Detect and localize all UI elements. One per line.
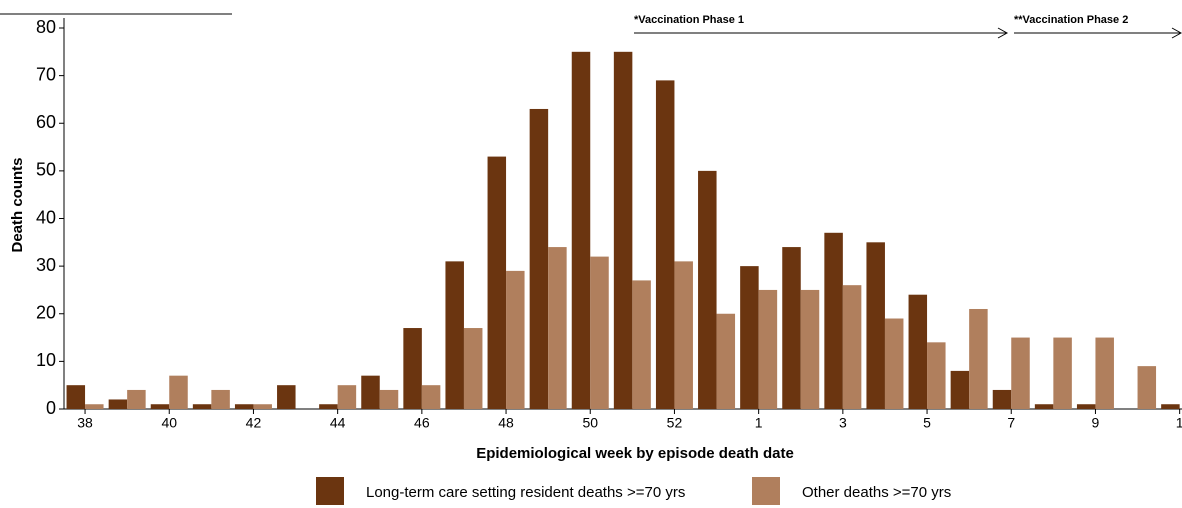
bar <box>403 328 422 409</box>
bar <box>1076 404 1096 409</box>
bar <box>740 266 759 409</box>
y-tick-label: 70 <box>36 64 56 84</box>
bar <box>211 389 230 409</box>
bar <box>529 108 549 410</box>
x-tick-label: 1 <box>755 415 763 431</box>
bar <box>506 270 525 409</box>
x-tick-label: 5 <box>923 415 931 431</box>
y-tick-label: 60 <box>36 112 56 132</box>
bar <box>655 80 675 409</box>
bar <box>950 370 970 409</box>
bar <box>613 51 633 409</box>
x-tick-label: 1 <box>1176 415 1182 431</box>
bar <box>108 399 128 409</box>
x-tick-label: 9 <box>1092 415 1100 431</box>
bar <box>1161 404 1180 409</box>
bar <box>1034 404 1054 409</box>
y-tick-label: 40 <box>36 207 56 227</box>
bar <box>632 280 651 409</box>
legend-label: Other deaths >=70 yrs <box>802 484 951 501</box>
bar <box>782 247 801 409</box>
bar <box>169 375 188 409</box>
bar <box>992 389 1012 409</box>
bar <box>66 385 86 409</box>
bar <box>758 289 778 409</box>
y-tick-label: 80 <box>36 17 56 37</box>
x-tick-label: 7 <box>1007 415 1015 431</box>
bar <box>908 294 928 409</box>
bar <box>234 404 254 409</box>
bar <box>319 404 338 409</box>
bar <box>127 389 146 409</box>
bar <box>674 261 693 409</box>
y-tick-label: 20 <box>36 303 56 323</box>
legend-swatch <box>752 477 780 505</box>
bar <box>192 404 212 409</box>
bar <box>866 242 885 409</box>
bar <box>842 285 862 409</box>
bar <box>1095 337 1114 409</box>
bar <box>361 375 380 409</box>
bar <box>1137 366 1157 409</box>
bar <box>590 256 609 409</box>
y-tick-label: 10 <box>36 350 56 370</box>
bar <box>927 342 946 409</box>
y-tick-label: 50 <box>36 160 56 180</box>
x-tick-label: 50 <box>582 415 598 431</box>
bar <box>277 385 296 409</box>
x-axis-title: Epidemiological week by episode death da… <box>476 445 794 462</box>
annotation-arrowhead <box>997 27 1009 39</box>
x-tick-label: 52 <box>667 415 683 431</box>
x-tick-label: 40 <box>161 415 177 431</box>
x-tick-label: 48 <box>498 415 514 431</box>
bar <box>421 385 441 409</box>
bar <box>463 328 483 409</box>
x-tick-label: 44 <box>330 415 346 431</box>
bar <box>800 289 820 409</box>
annotation: **Vaccination Phase 2 <box>1014 14 1128 26</box>
bar <box>571 51 591 409</box>
y-tick-label: 0 <box>46 398 56 418</box>
bar <box>487 156 507 409</box>
x-tick-label: 38 <box>77 415 93 431</box>
x-tick-label: 3 <box>839 415 847 431</box>
bar <box>698 170 717 409</box>
bar <box>884 318 904 409</box>
bar <box>379 389 399 409</box>
bar <box>85 404 104 409</box>
x-tick-label: 46 <box>414 415 430 431</box>
bar <box>548 247 567 409</box>
annotation: *Vaccination Phase 1 <box>634 14 744 26</box>
bar <box>824 232 843 409</box>
bar <box>253 404 272 409</box>
bar <box>445 261 464 409</box>
bar <box>150 404 170 409</box>
y-tick-label: 30 <box>36 255 56 275</box>
bar <box>716 313 736 409</box>
x-tick-label: 42 <box>246 415 262 431</box>
bar <box>337 385 357 409</box>
annotation-arrowhead <box>1171 27 1182 39</box>
bar <box>1053 337 1072 409</box>
y-axis-title: Death counts <box>9 157 26 252</box>
bar <box>1011 337 1030 409</box>
legend-swatch <box>316 477 344 505</box>
legend-label: Long-term care setting resident deaths >… <box>366 484 685 501</box>
bar <box>969 308 988 409</box>
